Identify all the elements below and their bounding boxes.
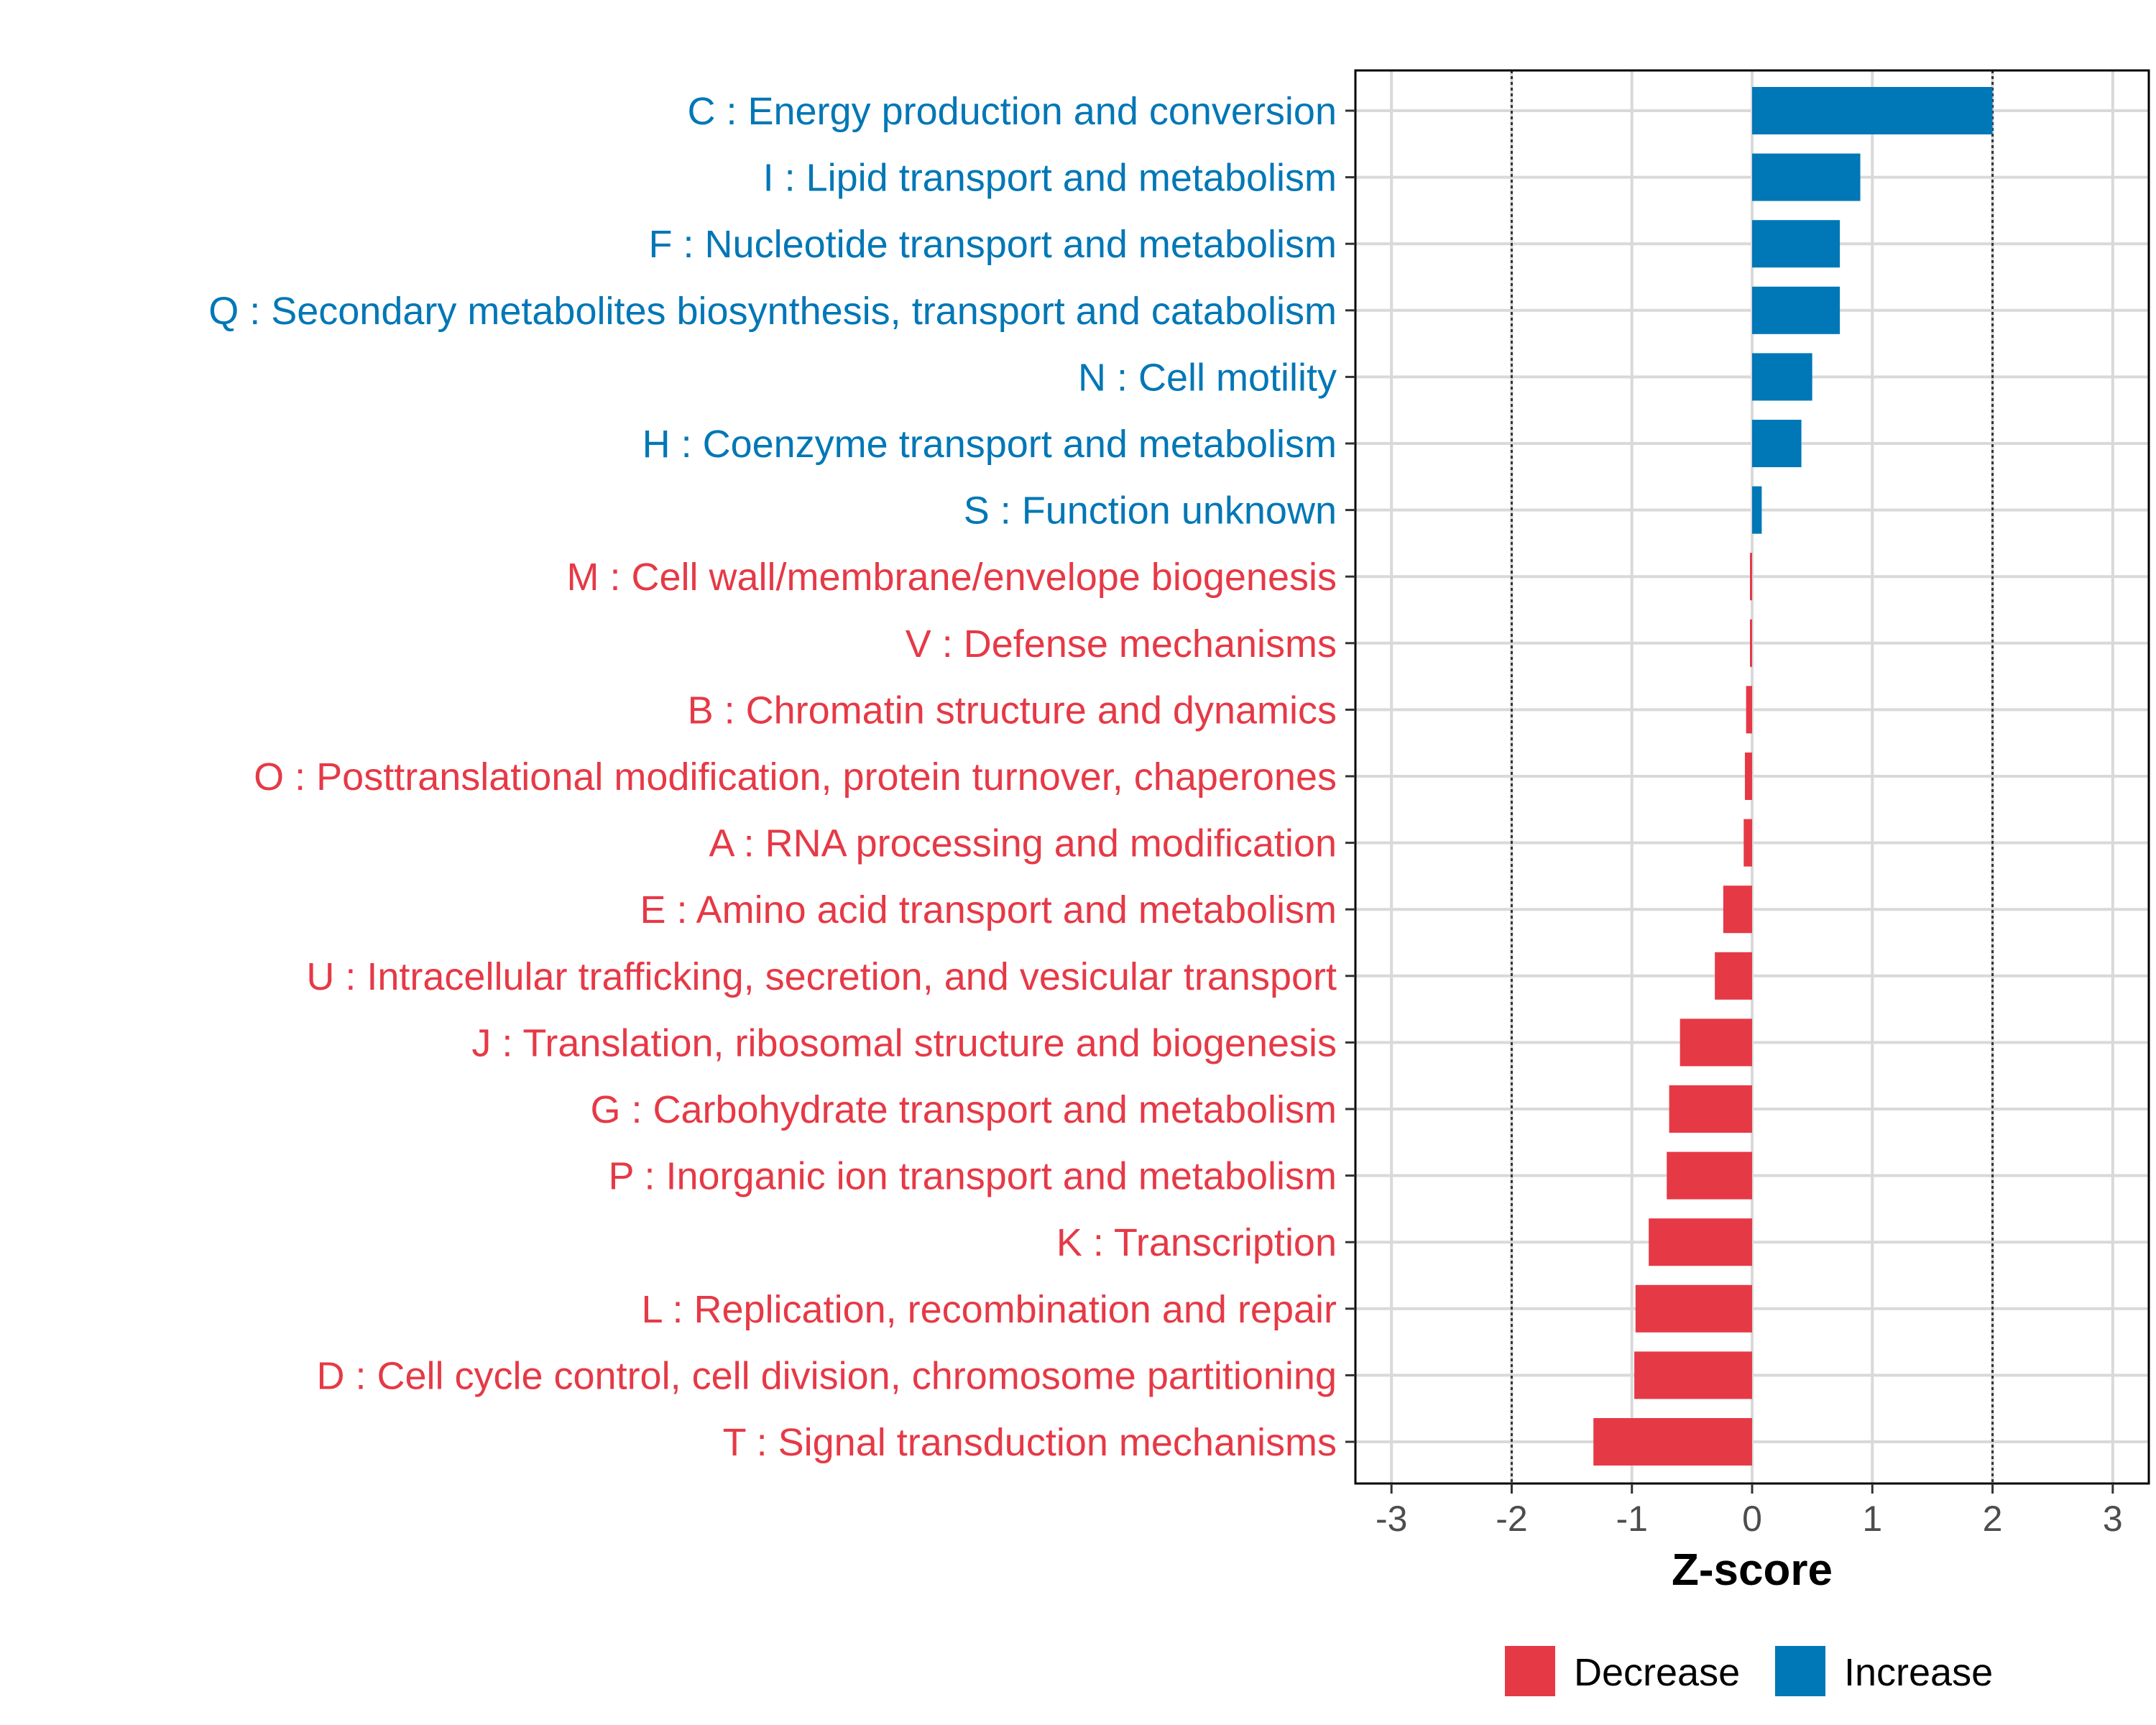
category-label: L : Replication, recombination and repai…: [641, 1288, 1337, 1331]
category-label: F : Nucleotide transport and metabolism: [649, 223, 1337, 266]
category-label: O : Posttranslational modification, prot…: [254, 755, 1337, 799]
category-label: Q : Secondary metabolites biosynthesis, …: [208, 290, 1337, 333]
x-tick-label: 0: [1742, 1499, 1762, 1539]
bar: [1752, 220, 1841, 268]
bar: [1744, 753, 1752, 800]
legend-label: Increase: [1844, 1651, 1993, 1694]
category-label: A : RNA processing and modification: [709, 822, 1337, 865]
bar: [1667, 1151, 1752, 1200]
bar: [1743, 819, 1752, 867]
y-axis-ticks: [1345, 109, 1355, 1443]
bar: [1752, 286, 1841, 334]
x-tick-label: -1: [1616, 1499, 1647, 1539]
category-label: K : Transcription: [1056, 1221, 1337, 1264]
x-tick-label: -2: [1496, 1499, 1527, 1539]
bar: [1669, 1085, 1752, 1133]
category-label: B : Chromatin structure and dynamics: [688, 689, 1337, 732]
category-label: J : Translation, ribosomal structure and…: [471, 1021, 1337, 1064]
category-label: E : Amino acid transport and metabolism: [640, 888, 1337, 932]
bar: [1752, 353, 1812, 401]
bar: [1649, 1218, 1752, 1266]
legend-key: [1775, 1646, 1825, 1696]
bar: [1746, 686, 1752, 734]
category-label: M : Cell wall/membrane/envelope biogenes…: [566, 556, 1337, 599]
bar: [1723, 886, 1752, 934]
x-tick-label: -3: [1376, 1499, 1407, 1539]
bar: [1680, 1018, 1752, 1067]
y-axis-category-labels: C : Energy production and conversion I : …: [208, 90, 1337, 1464]
legend: Decrease Increase: [1505, 1646, 1993, 1696]
category-label: D : Cell cycle control, cell division, c…: [316, 1354, 1337, 1397]
bar: [1752, 486, 1762, 534]
category-label: N : Cell motility: [1078, 356, 1337, 399]
category-label: C : Energy production and conversion: [687, 90, 1337, 133]
bars: [1593, 87, 1993, 1466]
bar: [1750, 553, 1752, 601]
category-label: P : Inorganic ion transport and metaboli…: [608, 1155, 1337, 1198]
category-label: H : Coenzyme transport and metabolism: [642, 423, 1337, 466]
category-label: T : Signal transduction mechanisms: [723, 1421, 1337, 1464]
bar: [1752, 420, 1802, 467]
x-tick-label: 3: [2103, 1499, 2123, 1539]
category-label: V : Defense mechanisms: [906, 622, 1337, 666]
bar: [1752, 153, 1861, 201]
bar: [1634, 1351, 1752, 1399]
bar: [1750, 619, 1752, 667]
bar: [1593, 1418, 1752, 1466]
legend-label: Decrease: [1574, 1651, 1740, 1694]
bar: [1715, 952, 1752, 1000]
legend-key: [1505, 1646, 1555, 1696]
x-tick-label: 1: [1862, 1499, 1882, 1539]
x-axis-title: Z-score: [1672, 1545, 1833, 1595]
category-label: U : Intracellular trafficking, secretion…: [306, 955, 1337, 998]
x-tick-label: 2: [1983, 1499, 2003, 1539]
x-axis-ticks: -3 -2 -1 0 1 2 3: [1376, 1484, 2123, 1539]
category-label: I : Lipid transport and metabolism: [763, 157, 1337, 200]
category-label: G : Carbohydrate transport and metabolis…: [591, 1088, 1337, 1131]
bar: [1752, 87, 1993, 134]
category-label: S : Function unknown: [964, 489, 1337, 533]
bar: [1635, 1284, 1752, 1333]
